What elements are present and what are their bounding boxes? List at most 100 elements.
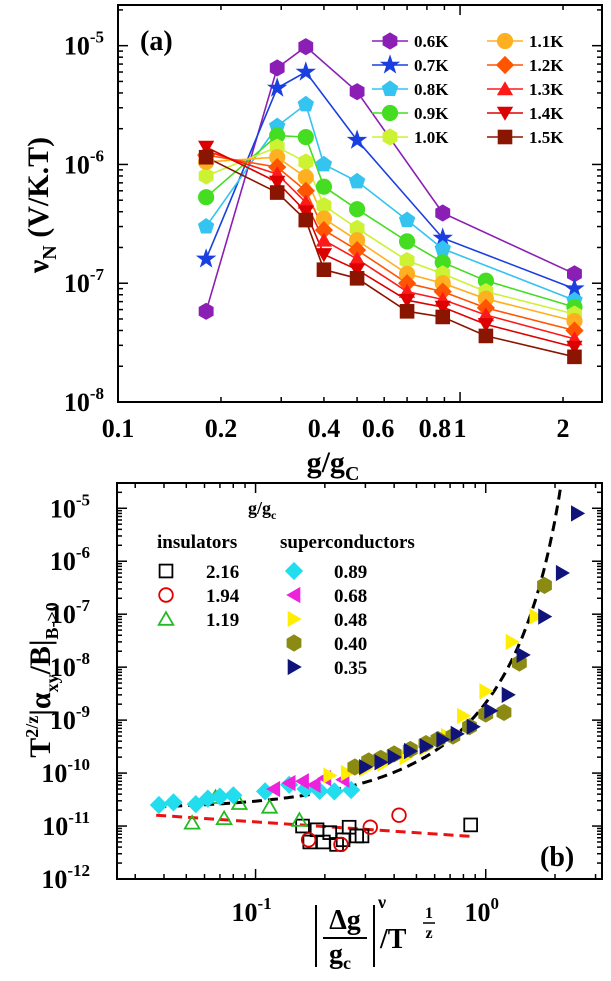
data-point-0.48 [457,707,472,725]
data-point-0.48 [479,683,494,700]
data-point-1.4K [198,140,215,155]
data-point-1.5K [298,212,314,228]
data-point-0.8K [398,211,416,228]
legend-label: 2.16 [206,562,239,583]
data-point-0.40 [537,576,552,594]
legend-marker [286,586,301,604]
data-point-1.2K [296,181,315,200]
legend-label: 1.0K [414,128,449,147]
legend-marker [287,658,302,676]
y-tick-label: 10-10 [41,755,90,788]
data-point-1.4K [434,300,451,315]
data-point-0.7K [346,129,368,149]
data-point-1.4K [348,263,366,278]
legend-marker [496,106,514,121]
data-point-1.4K [297,205,314,220]
data-point-0.48 [529,608,544,625]
data-point-0.9K [198,189,215,206]
legend-label: 0.6K [414,32,449,51]
data-point-0.35 [466,718,481,735]
panel-a-y-tick-labels: 10-8 10-7 10-6 10-5 [64,28,105,417]
data-point-0.35 [436,731,451,748]
panel-b-y-tick-labels: 10-12 10-11 10-10 10-9 10-8 10-7 10-6 10-5 [41,490,90,894]
legend-marker [286,634,302,652]
data-point-0.35 [501,686,516,703]
data-point-1.4K [398,293,416,309]
legend-marker [497,129,513,145]
panel-a: (a) 0.6K 0.7K 0.8K 0.9K 1.0K 1.1K 1.2K 1.3K 1.4K… [22,4,603,485]
x-tick-label: 0.1 [102,414,135,443]
data-point-1.2K [314,220,334,240]
x-tick-label: 1 [454,414,467,443]
data-point-1.5K [435,309,451,325]
panel-a-markers [195,38,585,365]
data-point-1.3K [315,232,333,247]
panel-b-legend: 2.16 1.94 1.19 0.89 0.68 0.48 0.40 0.35 [157,561,367,679]
data-point-0.35 [387,749,402,766]
data-point-1.4K [477,318,495,333]
data-point-1.0K [298,153,314,171]
data-point-0.68 [266,780,281,798]
x-label-t: /T [379,924,407,955]
legend-marker [158,563,174,579]
panel-b-y-label: T2/z|αxy/B|B->0 [22,602,62,758]
data-point-1.19 [230,794,249,810]
data-point-0.6K [269,59,285,77]
x-label-numerator: Δg [329,905,361,936]
legend-marker [382,32,398,50]
series-line-0.7K [205,70,575,290]
legend-label: 0.35 [334,658,367,679]
y-tick-label: 10-8 [64,384,104,417]
data-point-0.40 [496,703,512,721]
legend-label: 0.9K [414,104,449,123]
x-tick-label: 2 [557,414,570,443]
panel-b-x-tick-labels: 10-1 100 [231,894,498,927]
series-line-1.5K [205,156,575,358]
data-point-0.89 [198,789,217,808]
data-point-1.0K [198,167,214,185]
data-point-0.6K [198,302,214,320]
data-point-0.35 [419,738,434,755]
legend-marker [158,587,174,603]
data-point-0.35 [538,608,553,625]
x-label-frac-den: z [425,925,432,942]
panel-b-legend-insulators: insulators [157,532,237,553]
data-point-0.9K [348,201,366,218]
x-tick-label: 0.6 [362,414,395,443]
data-point-0.9K [297,128,314,146]
legend-marker [381,80,399,96]
legend-label: 1.19 [206,610,239,631]
legend-marker [284,561,304,581]
data-point-0.6K [298,38,314,56]
legend-label: 1.1K [529,32,564,51]
panel-a-label: (a) [140,26,173,57]
series-line-1.1K [206,156,575,322]
data-point-1.94 [362,819,378,835]
data-point-0.35 [450,725,465,742]
data-point-0.8K [434,240,451,256]
y-tick-label: 10-9 [50,702,90,735]
x-tick-label: 10-1 [231,894,271,927]
legend-label: 0.40 [334,634,367,655]
data-point-1.5K [198,149,214,165]
legend-label: 1.4K [529,104,564,123]
legend-marker [379,54,401,74]
data-point-1.5K [567,349,582,365]
panel-b-legend-superconductors: superconductors [280,532,415,553]
panel-b-label: (b) [540,842,574,873]
x-label-frac-num: 1 [425,905,433,922]
data-point-0.8K [297,95,314,112]
x-label-nu: ν [377,892,386,912]
data-point-0.7K [266,77,288,97]
panel-b-x-label: Δg gc ν /T 1 z [315,892,435,973]
legend-label: 0.68 [334,586,367,607]
x-label-denominator: gc [329,939,351,973]
data-point-0.89 [149,795,169,815]
legend-label: 1.2K [529,56,564,75]
data-point-0.89 [325,782,344,801]
data-point-0.48 [505,633,520,651]
y-tick-label: 10-5 [64,28,104,61]
legend-marker [496,81,514,96]
data-point-0.8K [197,217,215,234]
legend-marker [381,104,399,122]
